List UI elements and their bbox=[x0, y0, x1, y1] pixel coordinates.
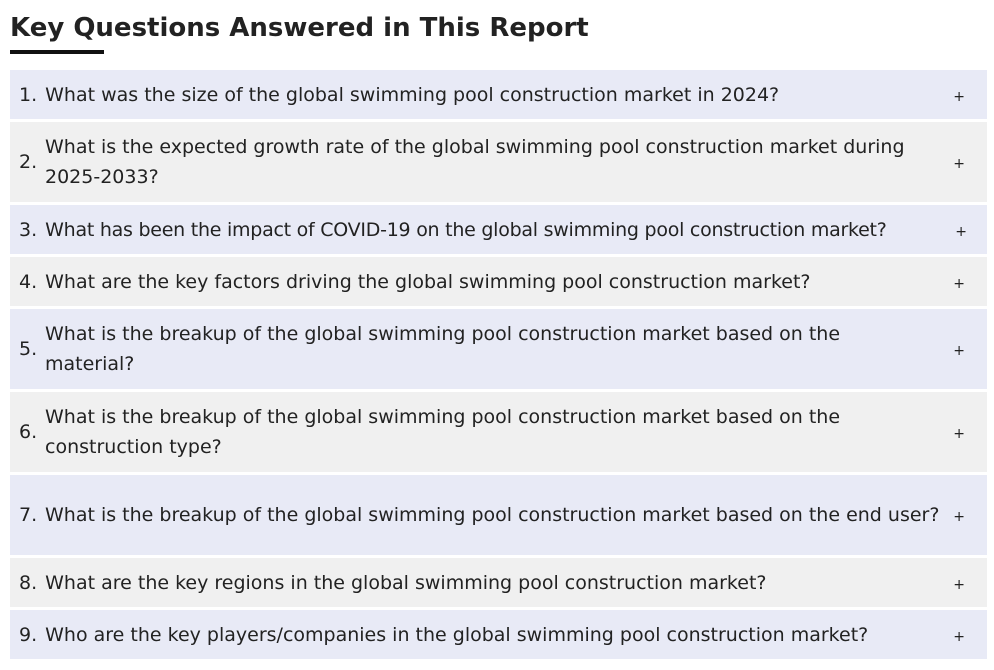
faq-item-5[interactable]: 5. What is the breakup of the global swi… bbox=[10, 309, 987, 389]
plus-icon[interactable]: + bbox=[953, 426, 965, 443]
faq-item-6[interactable]: 6. What is the breakup of the global swi… bbox=[10, 392, 987, 472]
title-underline bbox=[10, 50, 104, 54]
section-title: Key Questions Answered in This Report bbox=[10, 13, 589, 43]
faq-number: 5. bbox=[19, 338, 38, 360]
faq-number: 6. bbox=[19, 421, 38, 443]
faq-number: 8. bbox=[19, 571, 38, 594]
faq-list: 1. What was the size of the global swimm… bbox=[10, 70, 987, 662]
faq-number: 4. bbox=[19, 270, 38, 293]
plus-icon[interactable]: + bbox=[953, 156, 965, 173]
faq-question: What was the size of the global swimming… bbox=[45, 83, 780, 106]
faq-item-8[interactable]: 8. What are the key regions in the globa… bbox=[10, 558, 987, 607]
faq-number: 9. bbox=[19, 623, 38, 646]
faq-item-2[interactable]: 2. What is the expected growth rate of t… bbox=[10, 122, 987, 202]
faq-item-3[interactable]: 3. What has been the impact of COVID-19 … bbox=[10, 205, 987, 254]
faq-question: What is the breakup of the global swimmi… bbox=[45, 323, 841, 375]
faq-question: What has been the impact of COVID-19 on … bbox=[45, 218, 887, 241]
faq-question: What is the breakup of the global swimmi… bbox=[45, 504, 940, 526]
faq-number: 1. bbox=[19, 83, 38, 106]
plus-icon[interactable]: + bbox=[953, 628, 965, 645]
faq-question: What are the key factors driving the glo… bbox=[45, 270, 811, 293]
faq-question: What is the breakup of the global swimmi… bbox=[45, 406, 841, 458]
plus-icon[interactable]: + bbox=[953, 343, 965, 360]
faq-number: 2. bbox=[19, 151, 38, 173]
faq-number: 7. bbox=[19, 504, 38, 526]
plus-icon[interactable]: + bbox=[955, 223, 967, 240]
faq-question: What is the expected growth rate of the … bbox=[45, 136, 905, 188]
plus-icon[interactable]: + bbox=[953, 88, 965, 105]
plus-icon[interactable]: + bbox=[953, 275, 965, 292]
faq-number: 3. bbox=[19, 218, 38, 241]
faq-item-4[interactable]: 4. What are the key factors driving the … bbox=[10, 257, 987, 306]
faq-item-1[interactable]: 1. What was the size of the global swimm… bbox=[10, 70, 987, 119]
faq-question: Who are the key players/companies in the… bbox=[45, 623, 869, 646]
plus-icon[interactable]: + bbox=[953, 576, 965, 593]
faq-item-9[interactable]: 9. Who are the key players/companies in … bbox=[10, 610, 987, 659]
plus-icon[interactable]: + bbox=[953, 509, 965, 526]
faq-item-7[interactable]: 7. What is the breakup of the global swi… bbox=[10, 475, 987, 555]
faq-question: What are the key regions in the global s… bbox=[45, 571, 767, 594]
